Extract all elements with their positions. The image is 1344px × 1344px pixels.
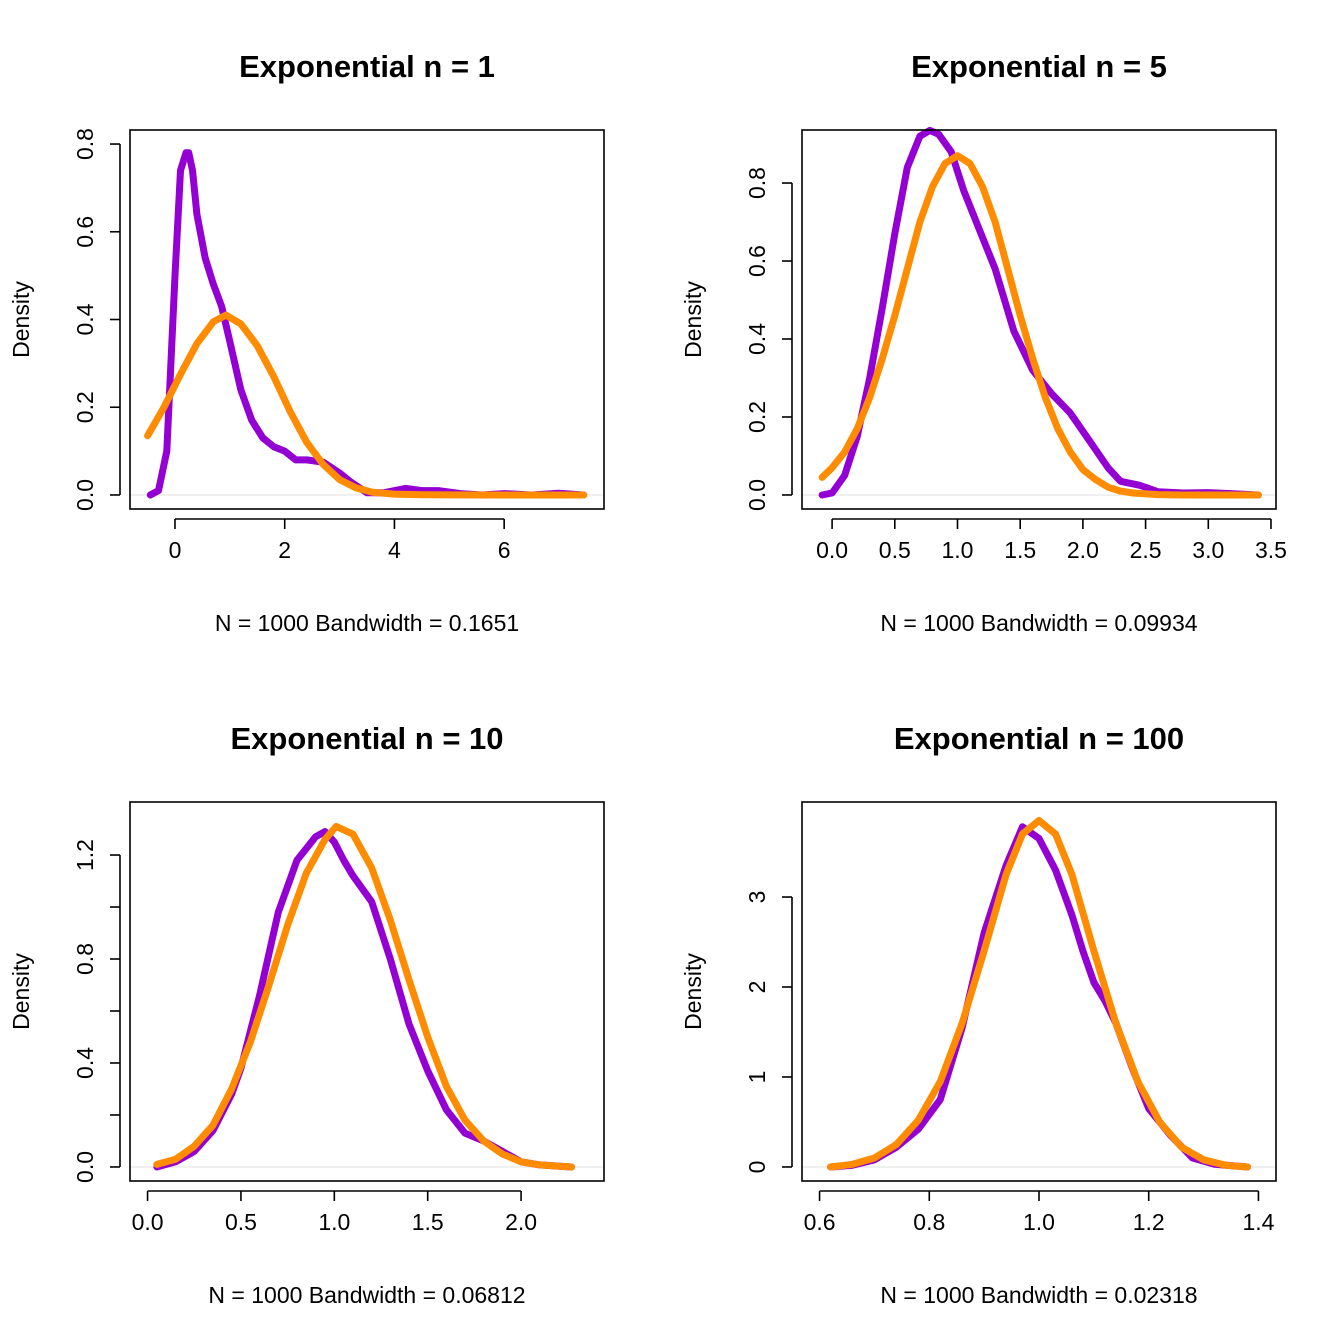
y-tick-label: 0.8 <box>744 167 770 199</box>
x-axis: 0.0 0.5 1.0 1.5 2.0 <box>132 1190 537 1235</box>
y-axis: 0 1 2 3 <box>744 891 793 1174</box>
x-tick-label: 1.0 <box>318 1209 350 1235</box>
x-tick-label: 6 <box>498 537 511 563</box>
x-tick-label: 1.5 <box>1004 537 1036 563</box>
x-tick-label: 1.2 <box>1133 1209 1165 1235</box>
plot-frame <box>129 129 605 510</box>
y-tick-label: 0.0 <box>744 479 770 511</box>
x-axis: 0.0 0.5 1.0 1.5 2.0 2.5 3.0 3.5 <box>816 518 1287 563</box>
chart-panel-1: Exponential n = 1 N = 1000 Bandwidth = 0.… <box>8 49 605 636</box>
x-axis: 0.6 0.8 1.0 1.2 1.4 <box>804 1190 1275 1235</box>
x-tick-label: 1.5 <box>412 1209 444 1235</box>
plot-frame <box>129 801 605 1182</box>
y-tick-label: 0.0 <box>72 1151 98 1183</box>
plot-frame <box>801 129 1277 510</box>
y-axis: 0.0 0.4 0.8 1.2 <box>72 839 121 1183</box>
chart-title: Exponential n = 1 <box>239 49 495 84</box>
y-tick-label: 0.8 <box>72 128 98 160</box>
y-tick-label: 0.4 <box>72 1047 98 1079</box>
density-curve-kde <box>818 126 1262 499</box>
x-tick-label: 0.0 <box>816 537 848 563</box>
y-tick-label: 0.8 <box>72 943 98 975</box>
y-axis: 0.0 0.2 0.4 0.6 0.8 <box>72 128 121 511</box>
y-tick-label: 0.0 <box>72 479 98 511</box>
x-axis-label: N = 1000 Bandwidth = 0.06812 <box>208 1282 525 1308</box>
x-axis: 0 2 4 6 <box>169 518 511 563</box>
x-tick-label: 0.0 <box>132 1209 164 1235</box>
x-tick-label: 3.0 <box>1192 537 1224 563</box>
x-tick-label: 1.0 <box>1023 1209 1055 1235</box>
x-tick-label: 0.6 <box>804 1209 836 1235</box>
x-tick-label: 1.0 <box>941 537 973 563</box>
x-tick-label: 4 <box>388 537 401 563</box>
y-tick-label: 0.4 <box>72 303 98 335</box>
x-axis-label: N = 1000 Bandwidth = 0.02318 <box>880 1282 1197 1308</box>
x-tick-label: 0.5 <box>225 1209 257 1235</box>
x-tick-label: 2 <box>278 537 291 563</box>
x-tick-label: 2.0 <box>505 1209 537 1235</box>
chart-title: Exponential n = 5 <box>911 49 1167 84</box>
chart-panel-3: Exponential n = 10 N = 1000 Bandwidth = 0… <box>8 721 605 1308</box>
x-tick-label: 2.5 <box>1130 537 1162 563</box>
density-curve-normal <box>144 311 588 499</box>
plot-frame <box>801 801 1277 1182</box>
density-curve-normal <box>818 152 1262 499</box>
y-axis-label: Density <box>8 281 34 358</box>
y-axis-label: Density <box>8 953 34 1030</box>
x-tick-label: 0.8 <box>913 1209 945 1235</box>
density-curve-normal <box>827 817 1251 1171</box>
density-curve-normal <box>153 822 575 1171</box>
x-tick-label: 0.5 <box>879 537 911 563</box>
x-tick-label: 0 <box>169 537 182 563</box>
y-tick-label: 0.4 <box>744 323 770 355</box>
y-tick-label: 3 <box>744 891 770 904</box>
y-axis-label: Density <box>680 953 706 1030</box>
y-tick-label: 1.2 <box>72 839 98 871</box>
y-tick-label: 0.6 <box>72 216 98 248</box>
y-axis-label: Density <box>680 281 706 358</box>
x-tick-label: 2.0 <box>1067 537 1099 563</box>
y-tick-label: 0.6 <box>744 245 770 277</box>
chart-panel-4: Exponential n = 100 N = 1000 Bandwidth = … <box>680 721 1277 1308</box>
y-tick-label: 0.2 <box>744 401 770 433</box>
x-axis-label: N = 1000 Bandwidth = 0.09934 <box>880 610 1197 636</box>
chart-panel-2: Exponential n = 5 N = 1000 Bandwidth = 0.… <box>680 49 1287 636</box>
chart-title: Exponential n = 100 <box>894 721 1184 756</box>
x-tick-label: 1.4 <box>1242 1209 1274 1235</box>
x-tick-label: 3.5 <box>1255 537 1287 563</box>
y-axis: 0.0 0.2 0.4 0.6 0.8 <box>744 167 793 511</box>
chart-title: Exponential n = 10 <box>230 721 503 756</box>
density-curve-kde <box>827 823 1251 1171</box>
y-tick-label: 1 <box>744 1071 770 1084</box>
y-tick-label: 0.2 <box>72 391 98 423</box>
y-tick-label: 0 <box>744 1161 770 1174</box>
y-tick-label: 2 <box>744 981 770 994</box>
x-axis-label: N = 1000 Bandwidth = 0.1651 <box>215 610 519 636</box>
